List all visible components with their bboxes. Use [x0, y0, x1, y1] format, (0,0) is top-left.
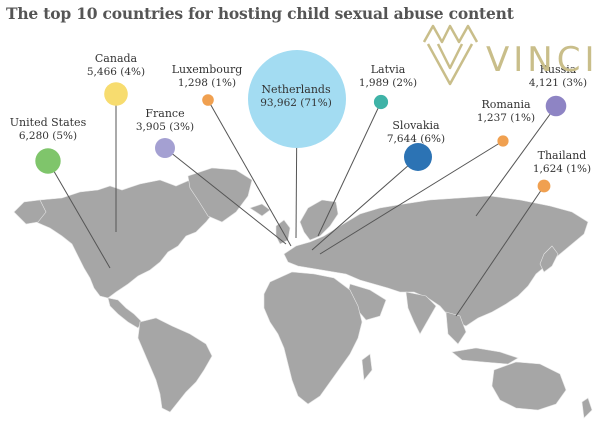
- label-name-canada: Canada: [95, 52, 138, 65]
- label-value-canada: 5,466 (4%): [87, 66, 145, 78]
- label-value-france: 3,905 (3%): [136, 121, 194, 133]
- watermark: VINCI: [422, 24, 599, 86]
- marker-canada: [104, 82, 128, 106]
- label-value-thailand: 1,624 (1%): [533, 163, 591, 175]
- watermark-text: VINCI: [486, 40, 599, 80]
- infographic-title: The top 10 countries for hosting child s…: [6, 4, 514, 23]
- label-name-thailand: Thailand: [538, 149, 587, 162]
- label-name-latvia: Latvia: [371, 63, 406, 76]
- marker-united-states: [35, 148, 61, 174]
- label-value-romania: 1,237 (1%): [477, 112, 535, 124]
- connector-line-romania: [319, 140, 504, 255]
- connector-line-slovakia: [311, 156, 419, 251]
- connector-lines: [47, 94, 557, 317]
- map-madagascar: [361, 353, 373, 381]
- map-new-zealand: [581, 397, 593, 419]
- label-value-slovakia: 7,644 (6%): [387, 133, 445, 145]
- map-greenland: [187, 167, 253, 223]
- marker-slovakia: [404, 143, 432, 171]
- map-eurasia: [283, 195, 589, 327]
- map-africa: [263, 271, 363, 405]
- label-name-netherlands: Netherlands: [261, 83, 331, 96]
- map-iceland: [249, 203, 271, 217]
- marker-netherlands: [248, 50, 346, 148]
- label-name-france: France: [145, 107, 184, 120]
- marker-france: [155, 138, 175, 158]
- map-central-america: [107, 297, 143, 329]
- connector-line-united-states: [47, 160, 111, 269]
- map-southeast-asia: [445, 311, 467, 345]
- map-india: [405, 291, 437, 335]
- map-japan: [539, 245, 559, 273]
- connector-line-luxembourg: [207, 99, 292, 247]
- watermark-logo: [422, 24, 479, 86]
- label-name-slovakia: Slovakia: [392, 119, 440, 132]
- label-name-russia: Russia: [540, 63, 577, 76]
- marker-russia: [545, 95, 567, 117]
- map-south-america: [137, 317, 213, 413]
- label-name-united-states: United States: [10, 116, 87, 129]
- label-name-romania: Romania: [481, 98, 530, 111]
- connector-line-thailand: [455, 185, 545, 317]
- connector-line-russia: [475, 105, 557, 217]
- connector-line-latvia: [317, 101, 382, 237]
- label-value-latvia: 1,989 (2%): [359, 77, 417, 89]
- label-value-russia: 4,121 (3%): [529, 77, 587, 89]
- marker-thailand: [537, 179, 551, 193]
- map-australia: [491, 361, 567, 411]
- marker-latvia: [373, 94, 389, 110]
- label-value-netherlands: 93,962 (71%): [260, 97, 332, 109]
- map-north-america: [21, 179, 233, 299]
- map-scandinavia: [299, 199, 339, 241]
- label-value-luxembourg: 1,298 (1%): [178, 77, 236, 89]
- label-name-luxembourg: Luxembourg: [172, 63, 243, 76]
- connector-line-france: [164, 147, 287, 245]
- world-map: [13, 167, 593, 419]
- map-alaska: [13, 199, 47, 225]
- marker-luxembourg: [202, 94, 214, 106]
- map-indonesia: [451, 347, 519, 365]
- marker-romania: [497, 135, 509, 147]
- label-value-united-states: 6,280 (5%): [19, 130, 77, 142]
